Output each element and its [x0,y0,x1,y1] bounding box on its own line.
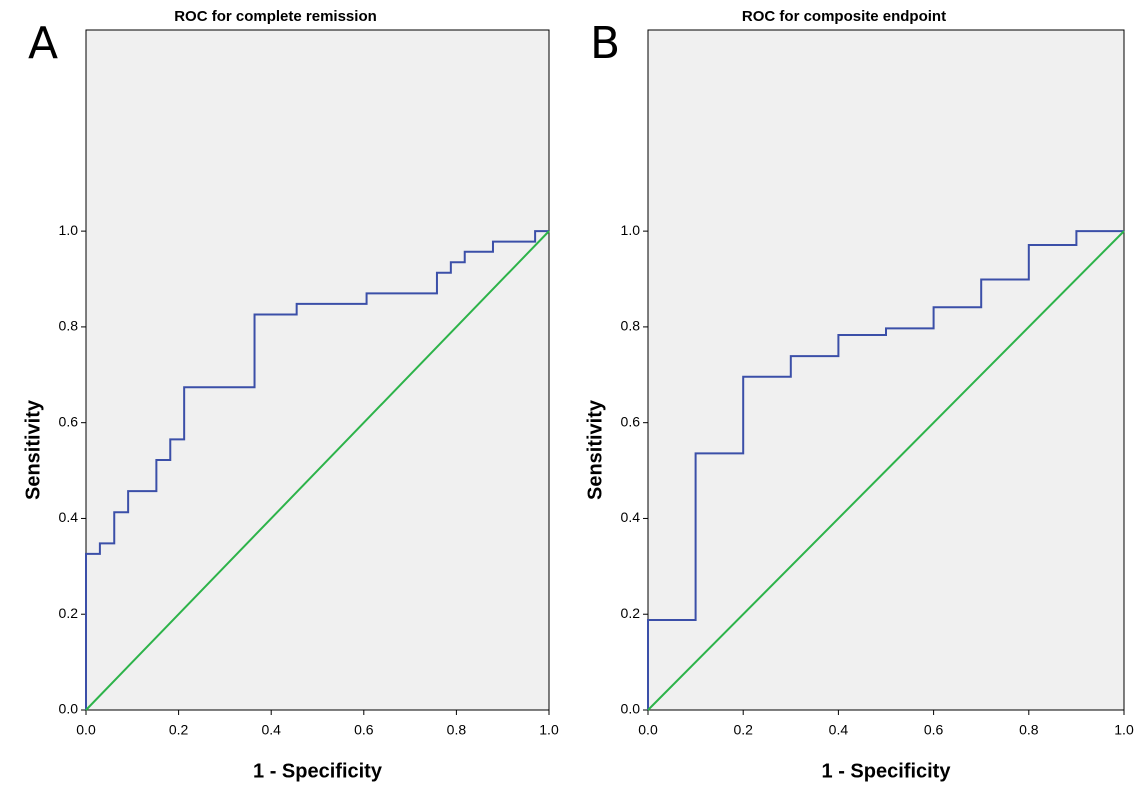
y-tick-label: 0.0 [59,701,79,717]
x-tick-label: 0.0 [638,722,658,738]
plot-area [647,29,1125,711]
x-tick-label: 0.0 [76,722,96,738]
x-tick-label: 0.2 [169,722,189,738]
x-tick-label: 1.0 [1114,722,1134,738]
y-tick-label: 0.8 [621,318,641,334]
x-tick-label: 0.2 [733,722,753,738]
y-tick-label: 1.0 [621,222,641,238]
plot-area [85,29,550,711]
panel-label: A [28,18,58,69]
roc-line [647,230,1125,711]
x-tick-label: 1.0 [539,722,559,738]
roc-line [85,230,550,711]
roc-line [85,230,549,710]
chart-title: ROC for complete remission [174,8,377,25]
x-axis-label: 1 - Specificity [822,760,952,782]
x-tick-label: 0.6 [354,722,374,738]
y-tick-label: 0.0 [621,701,641,717]
y-axis-label: Sensitivity [584,399,606,500]
x-tick-label: 0.8 [447,722,467,738]
y-tick-label: 0.6 [621,413,641,429]
y-tick-label: 0.2 [621,605,641,621]
y-tick-label: 0.6 [59,413,79,429]
chart-title: ROC for composite endpoint [742,8,946,25]
y-tick-label: 0.4 [621,509,641,525]
x-tick-label: 0.6 [924,722,944,738]
x-tick-label: 0.4 [829,722,849,738]
roc-line [647,230,1124,710]
y-tick-label: 0.8 [59,318,79,334]
panel-label: B [590,18,620,69]
y-tick-label: 0.4 [59,509,79,525]
x-axis-label: 1 - Specificity [253,760,383,782]
y-tick-label: 0.2 [59,605,79,621]
x-tick-label: 0.4 [261,722,281,738]
y-axis-label: Sensitivity [22,399,44,500]
y-tick-label: 1.0 [59,222,79,238]
x-tick-label: 0.8 [1019,722,1039,738]
